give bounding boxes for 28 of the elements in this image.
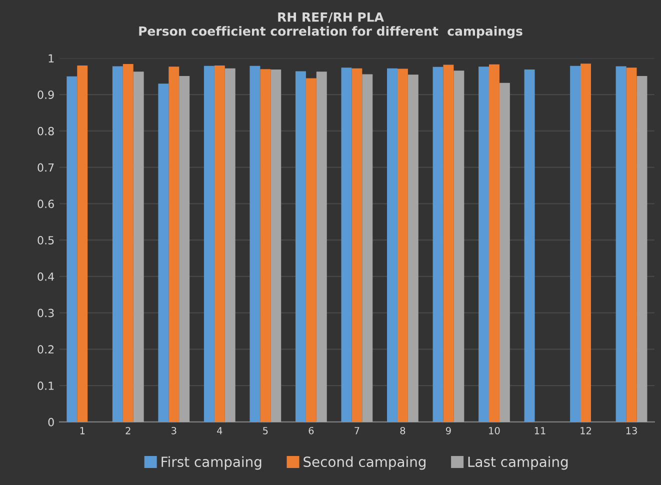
- legend-label: First campaing: [162, 456, 262, 470]
- y-tick-label: 0.5: [38, 236, 54, 244]
- y-tick-label: 0.3: [38, 308, 54, 318]
- y-tick-label: 0.8: [38, 126, 54, 136]
- y-tick-label: 0.4: [38, 272, 54, 281]
- x-tick-label: 5: [263, 427, 268, 434]
- x-tick-label: 2: [126, 426, 130, 434]
- y-tick-label: 0.2: [38, 345, 54, 354]
- x-tick-label: 1: [80, 427, 85, 434]
- y-tick-label: 0.1: [38, 382, 54, 390]
- x-tick-label: 6: [308, 426, 314, 434]
- x-tick-label: 12: [580, 426, 591, 434]
- x-tick-label: 3: [172, 426, 176, 434]
- y-tick-label: 1: [48, 54, 54, 62]
- chart-title: RH REF/RH PLA Person coefficient correlation for different campaings: [139, 12, 522, 38]
- y-tick-label: 0: [48, 418, 54, 426]
- x-tick-label: 4: [217, 427, 222, 434]
- legend-label: Last campaing: [468, 456, 568, 470]
- x-tick-label: 8: [400, 426, 406, 434]
- x-tick-label: 10: [489, 426, 500, 434]
- y-tick-label: 0.9: [38, 90, 54, 99]
- y-tick-label: 0.7: [38, 163, 54, 172]
- x-tick-label: 11: [534, 427, 546, 434]
- x-tick-label: 13: [626, 426, 637, 434]
- x-tick-label: 9: [446, 426, 451, 434]
- legend-label: Second campaing: [304, 456, 426, 470]
- y-tick-label: 0.6: [38, 200, 54, 208]
- x-tick-label: 7: [354, 427, 360, 434]
